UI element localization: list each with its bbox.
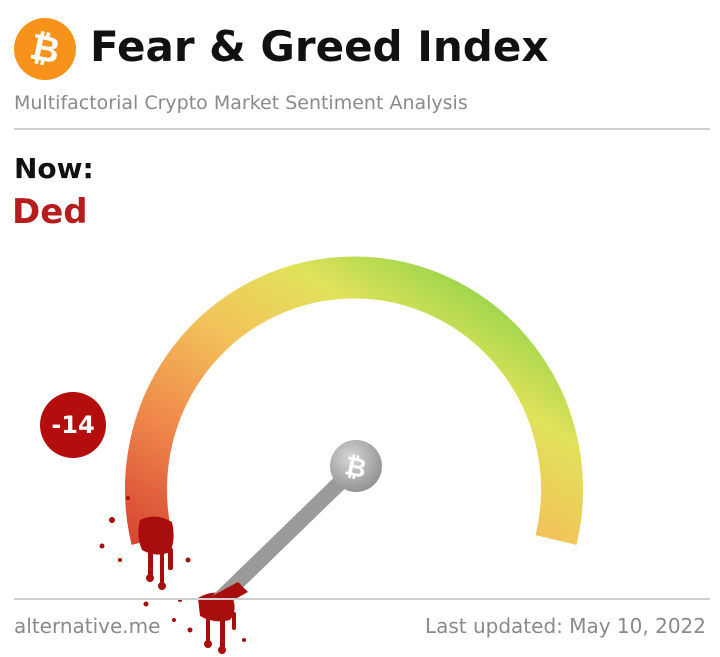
gauge-needle [212, 462, 362, 604]
sentiment-classification: Ded [12, 192, 88, 232]
gauge-arc [125, 256, 583, 545]
index-value-badge: -14 [40, 392, 106, 458]
now-label: Now: [14, 152, 94, 185]
page-title: Fear & Greed Index [90, 22, 549, 71]
last-updated: Last updated: May 10, 2022 [424, 614, 706, 638]
bitcoin-icon: ₿ [14, 18, 76, 80]
source-link[interactable]: alternative.me [14, 614, 161, 638]
gauge-pivot-bitcoin-icon: ₿ [330, 440, 382, 492]
footer-divider [14, 598, 710, 600]
header-divider [14, 128, 710, 130]
page-subtitle: Multifactorial Crypto Market Sentiment A… [14, 92, 468, 114]
header: ₿ Fear & Greed Index Multifactorial Cryp… [14, 18, 714, 114]
